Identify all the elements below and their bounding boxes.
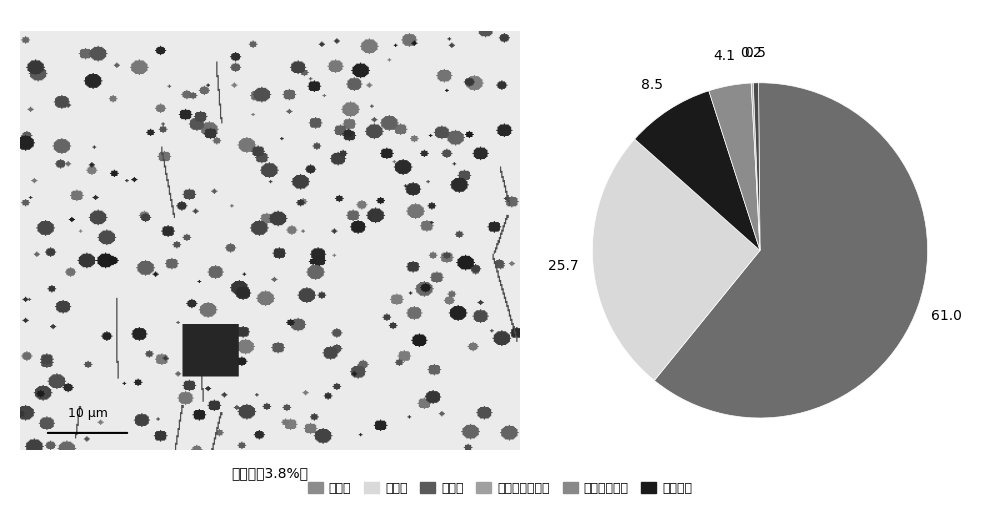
Text: 61.0: 61.0	[931, 309, 962, 323]
Wedge shape	[753, 83, 760, 250]
Wedge shape	[751, 83, 760, 250]
Wedge shape	[592, 139, 760, 381]
Wedge shape	[635, 91, 760, 250]
Text: 4.1: 4.1	[713, 49, 735, 63]
Text: （面孔率3.8%）: （面孔率3.8%）	[232, 467, 308, 480]
Text: 25.7: 25.7	[548, 260, 578, 273]
Legend: 粒间孔, 页理缝, 粒内孔, 粘土矿物晶间孔, 黄铁矿晶间孔, 有机质孔: 粒间孔, 页理缝, 粒内孔, 粘土矿物晶间孔, 黄铁矿晶间孔, 有机质孔	[302, 477, 698, 500]
Text: 0.2: 0.2	[740, 46, 762, 60]
Text: 10 μm: 10 μm	[68, 407, 107, 421]
Text: 0.5: 0.5	[744, 45, 766, 60]
Text: 8.5: 8.5	[641, 78, 663, 91]
Wedge shape	[654, 83, 928, 418]
Wedge shape	[709, 83, 760, 250]
